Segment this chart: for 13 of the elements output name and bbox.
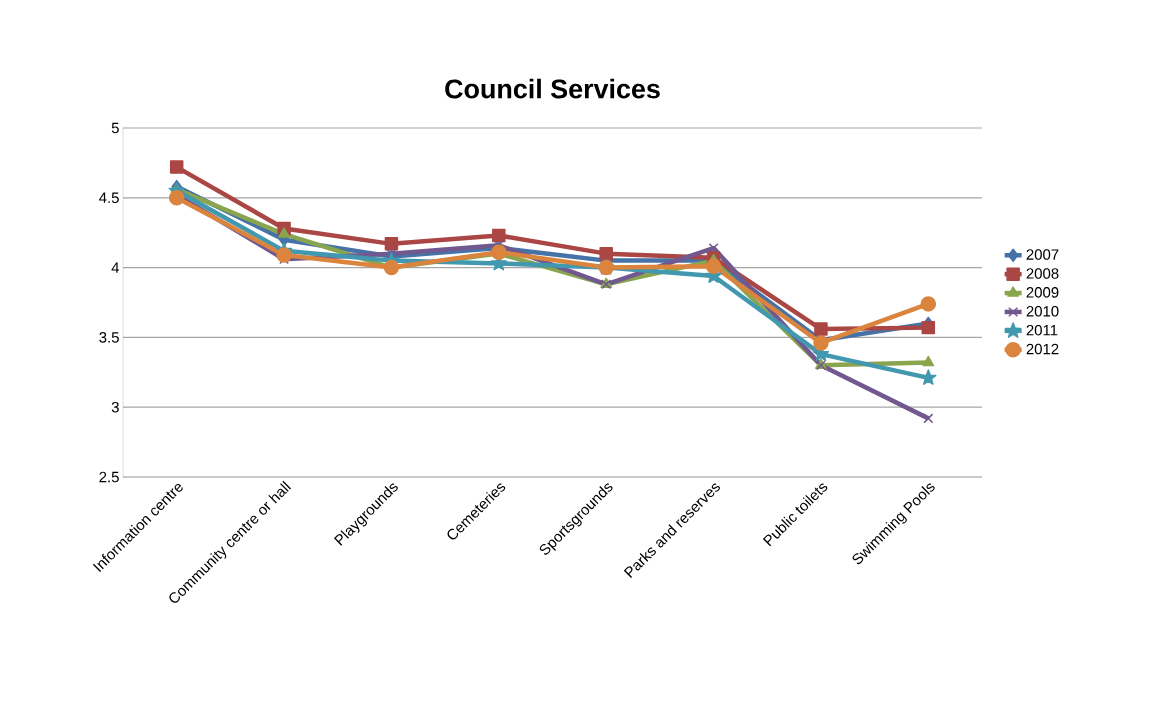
y-tick-label: 3 [111, 401, 119, 413]
y-tick-label: 2.5 [99, 471, 119, 483]
y-tick-label: 4 [111, 262, 120, 273]
legend-label: 2007 [1026, 249, 1059, 260]
y-tick-label: 4.5 [99, 192, 119, 203]
y-tick-label: 3.5 [99, 332, 119, 343]
legend-label: 2008 [1026, 268, 1059, 279]
y-tick-label: 5 [111, 122, 119, 134]
legend-label: 2012 [1026, 343, 1059, 355]
legend-label: 2010 [1026, 305, 1059, 317]
legend-label: 2011 [1026, 324, 1058, 336]
legend-label: 2009 [1026, 287, 1059, 298]
chart-title: Council Services [445, 78, 660, 99]
